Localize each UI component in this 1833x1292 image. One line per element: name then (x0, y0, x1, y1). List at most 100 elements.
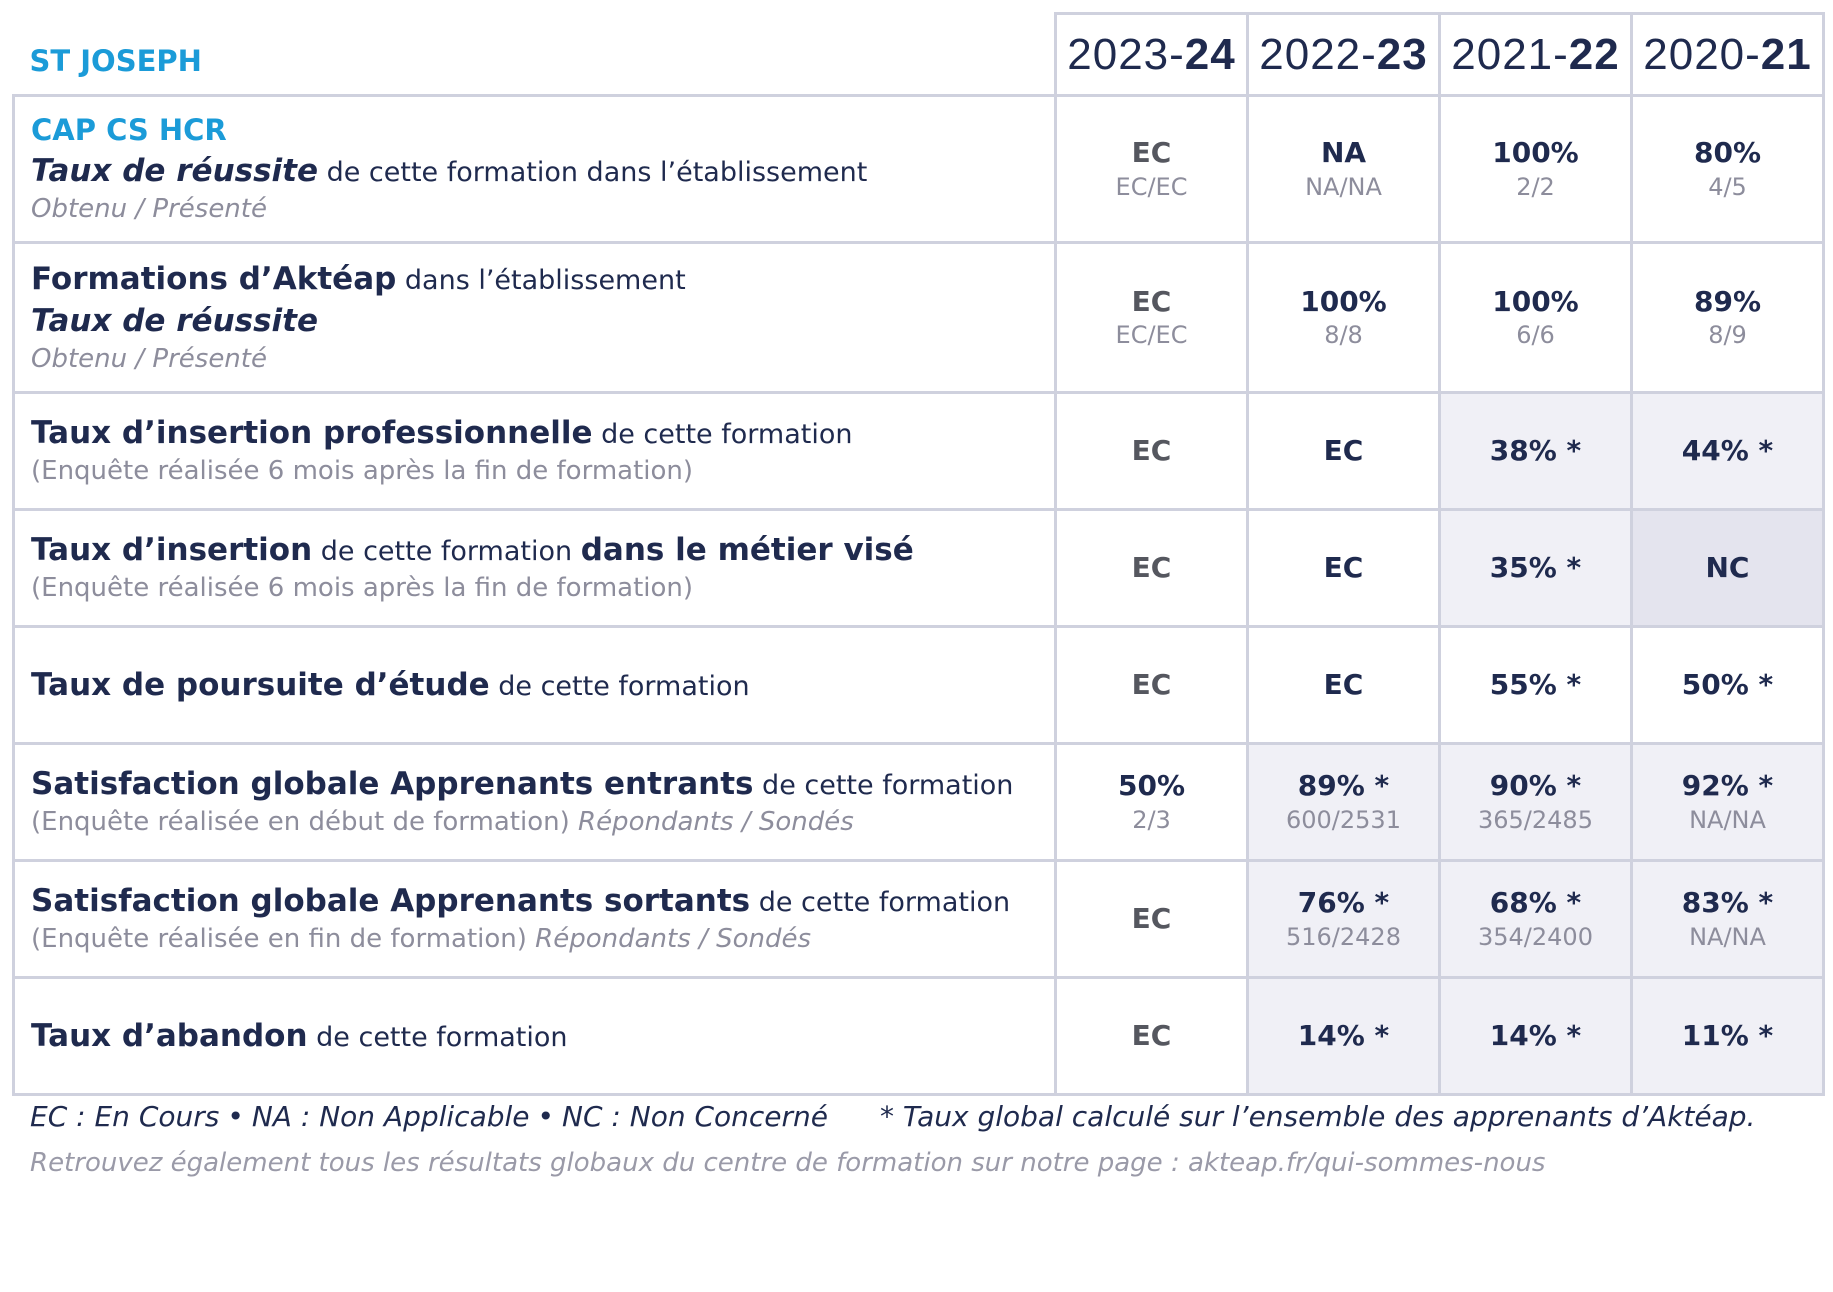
value-main: 90% * (1489, 769, 1582, 803)
value-main: 89% * (1297, 769, 1390, 803)
row-title-rest: de cette formation (312, 536, 581, 568)
year-header-2022-23: 2022-23 (1246, 12, 1441, 97)
legend-na: NA : Non Applicable (251, 1100, 530, 1133)
value-main: 14% * (1297, 1018, 1390, 1052)
value-cell: 83% * NA/NA (1630, 859, 1825, 979)
value-fraction: EC/EC (1115, 321, 1188, 350)
value-cell: 35% * (1438, 508, 1633, 628)
value-fraction: 2/2 (1516, 172, 1555, 201)
value-cell: 76% * 516/2428 (1246, 859, 1441, 979)
table-row: Taux d’abandon de cette formation EC 14%… (12, 976, 1825, 1096)
value-cell: EC (1054, 391, 1249, 511)
row-subtitle: (Enquête réalisée en fin de formation) (31, 924, 527, 955)
table-row: Taux d’insertion de cette formation dans… (12, 508, 1825, 628)
value-cell: 14% * (1246, 976, 1441, 1096)
value-fraction: NA/NA (1689, 922, 1766, 951)
value-cell: 14% * (1438, 976, 1633, 1096)
value-fraction: 4/5 (1708, 172, 1747, 201)
value-main: EC (1131, 136, 1172, 170)
value-main: 14% * (1489, 1018, 1582, 1052)
value-cell: 11% * (1630, 976, 1825, 1096)
header-row: ST JOSEPH 2023-24 2022-23 2021-22 2020-2… (13, 12, 1825, 97)
year-header-2021-22: 2021-22 (1438, 12, 1633, 97)
value-cell: 100% 8/8 (1246, 241, 1441, 394)
year-header-2023-24: 2023-24 (1054, 12, 1249, 97)
value-main: NA (1320, 136, 1367, 170)
value-main: EC (1131, 433, 1172, 467)
row-subtitle-italic: Répondants / Sondés (526, 924, 812, 955)
row-title: Taux d’insertion (31, 532, 313, 569)
value-fraction: 6/6 (1516, 321, 1555, 350)
value-fraction: 354/2400 (1478, 922, 1593, 951)
table-row: Formations d’Aktéap dans l’établissement… (12, 241, 1825, 394)
legend: EC : En Cours • NA : Non Applicable • NC : N… (30, 1100, 1755, 1133)
row-label-satisfaction-sortants: Satisfaction globale Apprenants sortants… (12, 859, 1057, 979)
value-cell: 100% 2/2 (1438, 94, 1633, 244)
legend-separator: • (227, 1100, 244, 1133)
row-subtitle: Obtenu / Présenté (31, 194, 267, 225)
value-cell: 100% 6/6 (1438, 241, 1633, 394)
table-row: Satisfaction globale Apprenants entrants… (12, 742, 1825, 862)
value-main: 11% * (1681, 1018, 1774, 1052)
table-row: Taux de poursuite d’étude de cette forma… (12, 625, 1825, 745)
value-cell: 38% * (1438, 391, 1633, 511)
value-main: 100% (1300, 284, 1387, 318)
row-title-rest: de cette formation dans l’établissement (318, 156, 868, 188)
value-main: EC (1131, 1018, 1172, 1052)
value-cell: EC (1246, 508, 1441, 628)
row-title-emphasis: dans le métier visé (580, 532, 914, 569)
table-row: Satisfaction globale Apprenants sortants… (12, 859, 1825, 979)
legend-ec: EC : En Cours (30, 1100, 220, 1133)
legend-footnote: * Taux global calculé sur l’ensemble des… (880, 1100, 1756, 1133)
value-fraction: 600/2531 (1286, 805, 1401, 834)
value-fraction: NA/NA (1689, 805, 1766, 834)
row-title: Taux de poursuite d’étude (31, 666, 490, 703)
value-main: EC (1131, 550, 1172, 584)
row-title-rest: de cette formation (592, 419, 853, 451)
value-main: 50% (1117, 769, 1186, 803)
value-main: 44% * (1681, 433, 1774, 467)
value-cell: EC (1246, 391, 1441, 511)
value-main: 55% * (1489, 667, 1582, 701)
value-main: 68% * (1489, 886, 1582, 920)
row-title-rest: dans l’établissement (396, 264, 686, 296)
footer-site-text: Retrouvez également tous les résultats g… (30, 1148, 1546, 1178)
value-fraction: 516/2428 (1286, 922, 1401, 951)
value-main: 83% * (1681, 886, 1774, 920)
value-cell: EC EC/EC (1054, 241, 1249, 394)
value-main: 100% (1492, 284, 1579, 318)
value-cell: EC (1054, 859, 1249, 979)
value-cell: 89% 8/9 (1630, 241, 1825, 394)
value-fraction: 2/3 (1132, 805, 1171, 834)
results-table: ST JOSEPH 2023-24 2022-23 2021-22 2020-2… (12, 12, 1825, 1096)
value-main: EC (1323, 433, 1364, 467)
row-title-second: Taux de réussite (31, 302, 319, 339)
row-title-rest: de cette formation (753, 770, 1014, 802)
value-main: EC (1131, 667, 1172, 701)
value-fraction: NA/NA (1305, 172, 1382, 201)
row-label-satisfaction-entrants: Satisfaction globale Apprenants entrants… (12, 742, 1057, 862)
value-main: 89% (1693, 284, 1762, 318)
value-fraction: 8/8 (1324, 321, 1363, 350)
row-title: Formations d’Aktéap (31, 260, 397, 297)
value-main: EC (1131, 284, 1172, 318)
value-main: EC (1131, 901, 1172, 935)
value-cell: 90% * 365/2485 (1438, 742, 1633, 862)
row-subtitle-italic: Répondants / Sondés (569, 807, 854, 838)
value-cell: EC (1054, 976, 1249, 1096)
row-label-abandon: Taux d’abandon de cette formation (12, 976, 1057, 1096)
value-fraction: EC/EC (1115, 172, 1188, 201)
year-header-2020-21: 2020-21 (1630, 12, 1825, 97)
value-cell: 89% * 600/2531 (1246, 742, 1441, 862)
row-title-rest: de cette formation (307, 1021, 568, 1053)
legend-separator: • (537, 1100, 555, 1133)
value-cell: 92% * NA/NA (1630, 742, 1825, 862)
value-main: EC (1323, 550, 1364, 584)
row-title: Taux d’abandon (31, 1017, 308, 1054)
row-title: Taux de réussite (31, 152, 319, 189)
value-main: 50% * (1681, 667, 1774, 701)
row-subtitle: (Enquête réalisée en début de formation) (31, 807, 570, 838)
school-name: ST JOSEPH (13, 13, 1057, 97)
value-main: 35% * (1489, 550, 1582, 584)
value-main: 80% (1693, 136, 1762, 170)
